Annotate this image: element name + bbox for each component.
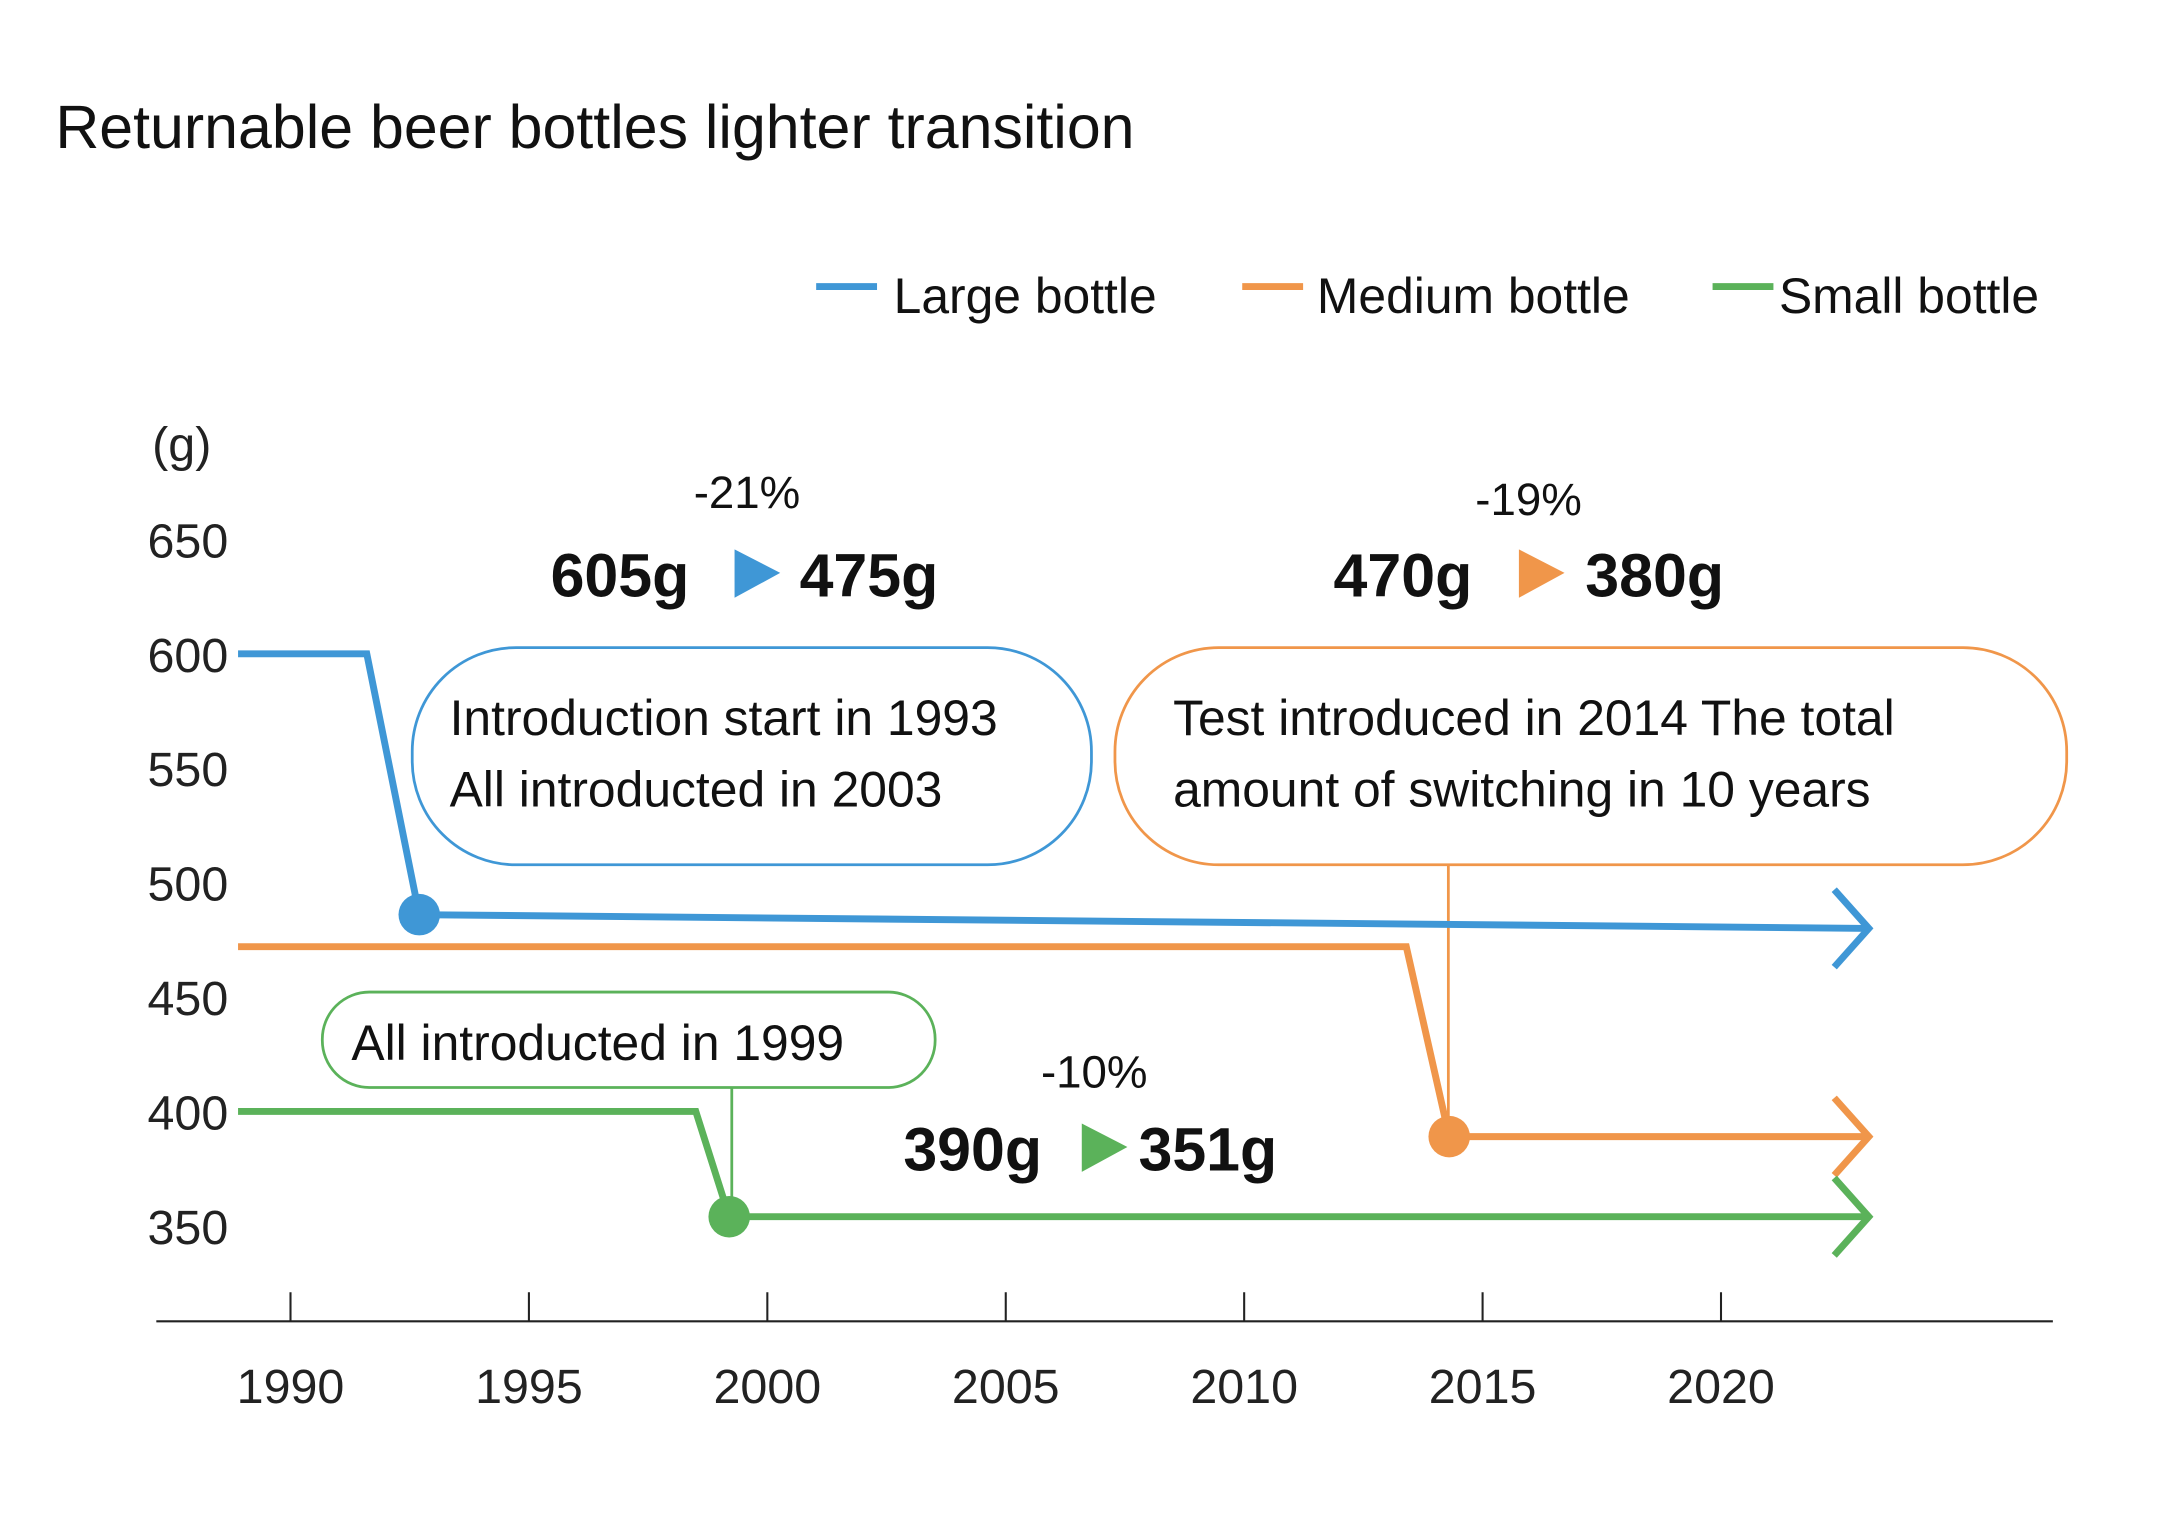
y-tick-label: 600 xyxy=(147,629,228,683)
series-arrowhead-icon xyxy=(1831,1175,1874,1258)
change-medium-from: 470g xyxy=(1334,541,1473,609)
change-large-pct: -21% xyxy=(694,467,801,518)
series-line-2 xyxy=(238,1107,1869,1221)
y-axis: 650 600 550 500 450 400 350 xyxy=(147,514,228,1254)
legend: Large bottle Medium bottle Small bottle xyxy=(816,268,2039,324)
x-tick-label: 2005 xyxy=(952,1360,1060,1414)
callout-large: Introduction start in 1993 All introduct… xyxy=(410,646,1093,867)
callout-large-line2: All introducted in 2003 xyxy=(450,762,943,818)
callout-medium-line2: amount of switching in 10 years xyxy=(1173,762,1871,818)
arrow-right-icon xyxy=(1518,549,1565,598)
legend-label-medium: Medium bottle xyxy=(1317,268,1630,324)
change-small-pct: -10% xyxy=(1041,1047,1148,1098)
change-large-to: 475g xyxy=(800,541,939,609)
legend-label-small: Small bottle xyxy=(1779,268,2039,324)
callout-medium: Test introduced in 2014 The total amount… xyxy=(1113,646,2069,1138)
callout-small: All introducted in 1999 xyxy=(320,990,937,1218)
chart-title: Returnable beer bottles lighter transiti… xyxy=(55,93,1134,161)
x-tick-label: 1990 xyxy=(237,1360,345,1414)
x-tick-label: 1995 xyxy=(475,1360,583,1414)
change-large: -21% 605g 475g xyxy=(551,467,939,610)
y-tick-label: 500 xyxy=(147,858,228,912)
y-tick-label: 550 xyxy=(147,743,228,797)
x-tick-label: 2020 xyxy=(1667,1360,1775,1414)
series-arrowhead-icon xyxy=(1831,887,1874,970)
y-tick-label: 350 xyxy=(147,1201,228,1255)
callout-large-line1: Introduction start in 1993 xyxy=(450,690,998,746)
series-marker-1 xyxy=(1428,1115,1470,1158)
x-tick-label: 2015 xyxy=(1429,1360,1537,1414)
series-line-1 xyxy=(238,943,1869,1141)
series-marker-0 xyxy=(398,893,440,936)
y-tick-label: 400 xyxy=(147,1086,228,1140)
x-tick-label: 2000 xyxy=(713,1360,821,1414)
legend-label-large: Large bottle xyxy=(894,268,1157,324)
change-medium-pct: -19% xyxy=(1475,474,1582,525)
change-large-from: 605g xyxy=(551,541,690,609)
change-medium: -19% 470g 380g xyxy=(1334,474,1724,610)
callout-medium-line1: Test introduced in 2014 The total xyxy=(1173,690,1895,746)
arrow-right-icon xyxy=(1081,1123,1128,1172)
series-arrowhead-icon xyxy=(1831,1095,1874,1178)
series-marker-2 xyxy=(708,1195,750,1238)
arrow-right-icon xyxy=(734,549,781,598)
change-small: -10% 390g 351g xyxy=(903,1047,1277,1184)
y-tick-label: 650 xyxy=(147,514,228,568)
x-tick-label: 2010 xyxy=(1190,1360,1298,1414)
change-medium-to: 380g xyxy=(1585,541,1724,609)
change-small-to: 351g xyxy=(1138,1116,1277,1184)
y-axis-unit: (g) xyxy=(152,418,211,472)
series-group xyxy=(238,650,1874,1258)
series-line-0 xyxy=(238,650,1869,932)
x-axis: 1990 1995 2000 2005 2010 2015 2020 xyxy=(156,1292,2053,1414)
change-small-from: 390g xyxy=(903,1116,1042,1184)
y-tick-label: 450 xyxy=(147,972,228,1026)
callout-small-line1: All introducted in 1999 xyxy=(351,1015,844,1071)
